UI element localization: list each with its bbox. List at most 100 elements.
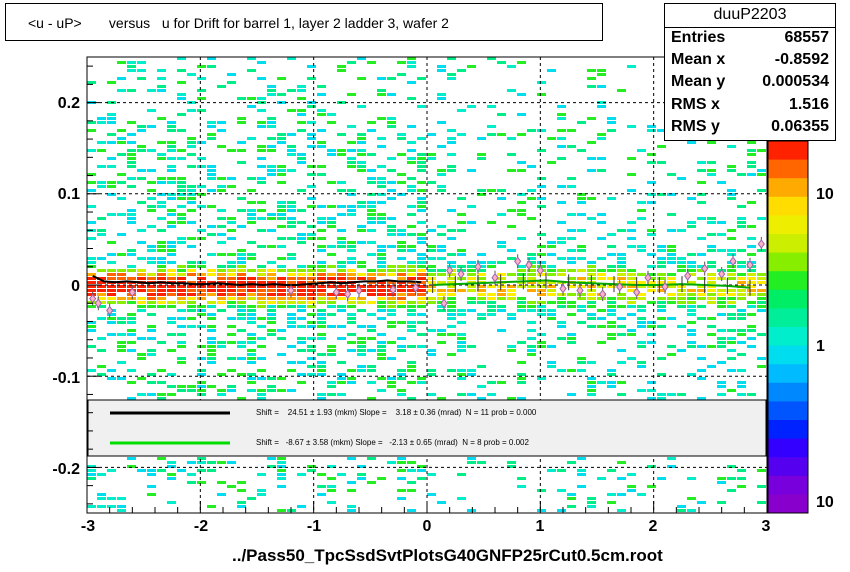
heat-cell bbox=[637, 325, 646, 328]
heat-cell bbox=[217, 145, 226, 148]
heat-cell bbox=[297, 301, 306, 304]
heat-cell bbox=[727, 169, 736, 172]
heat-cell bbox=[187, 301, 196, 304]
heat-cell bbox=[197, 373, 206, 376]
heat-cell bbox=[267, 285, 276, 288]
heat-cell bbox=[317, 317, 326, 320]
heat-cell bbox=[207, 65, 216, 68]
heat-cell bbox=[217, 85, 226, 88]
heat-cell bbox=[137, 229, 146, 232]
heat-cell bbox=[287, 281, 296, 284]
heat-cell bbox=[227, 369, 236, 372]
heat-cell bbox=[277, 169, 286, 172]
profile-marker bbox=[661, 281, 669, 292]
heat-cell bbox=[357, 201, 366, 204]
y-tick-label: -0.2 bbox=[52, 461, 80, 478]
heat-cell bbox=[127, 89, 136, 92]
heat-cell bbox=[297, 285, 306, 288]
heat-cell bbox=[607, 253, 616, 256]
heat-cell bbox=[497, 133, 506, 136]
heat-cell bbox=[147, 381, 156, 384]
heat-cell bbox=[697, 397, 706, 400]
heat-cell bbox=[137, 393, 146, 396]
heat-cell bbox=[197, 281, 206, 284]
heat-cell bbox=[537, 281, 546, 284]
x-tick-label: 0 bbox=[422, 518, 432, 535]
heat-cell bbox=[247, 389, 256, 392]
heat-cell bbox=[177, 113, 186, 116]
heat-cell bbox=[417, 465, 426, 468]
heat-cell bbox=[377, 249, 386, 252]
heat-cell bbox=[447, 229, 456, 232]
heat-cell bbox=[217, 277, 226, 280]
heat-cell bbox=[267, 333, 276, 336]
heat-cell bbox=[347, 489, 356, 492]
heat-cell bbox=[427, 229, 436, 232]
heat-cell bbox=[307, 321, 316, 324]
heat-cell bbox=[517, 273, 526, 276]
heat-cell bbox=[297, 337, 306, 340]
heat-cell bbox=[627, 357, 636, 360]
heat-cell bbox=[307, 205, 316, 208]
heat-cell bbox=[647, 265, 656, 268]
heat-cell bbox=[757, 333, 766, 336]
heat-cell bbox=[257, 245, 266, 248]
heat-cell bbox=[137, 125, 146, 128]
y-tick-label: 0 bbox=[71, 278, 80, 295]
heat-cell bbox=[537, 177, 546, 180]
heat-cell bbox=[667, 261, 676, 264]
heat-cell bbox=[517, 485, 526, 488]
heat-cell bbox=[607, 121, 616, 124]
heat-cell bbox=[707, 277, 716, 280]
heat-cell bbox=[157, 369, 166, 372]
heat-cell bbox=[617, 461, 626, 464]
profile-marker bbox=[746, 260, 754, 270]
heat-cell bbox=[267, 261, 276, 264]
heat-cell bbox=[147, 293, 156, 296]
heat-cell bbox=[597, 285, 606, 288]
heat-cell bbox=[127, 121, 136, 124]
heat-cell bbox=[307, 105, 316, 108]
heat-cell bbox=[177, 333, 186, 336]
heat-cell bbox=[147, 373, 156, 376]
heat-cell bbox=[727, 297, 736, 300]
heat-cell bbox=[317, 229, 326, 232]
heat-cell bbox=[567, 145, 576, 148]
heat-cell bbox=[537, 205, 546, 208]
heat-cell bbox=[437, 245, 446, 248]
heat-cell bbox=[617, 381, 626, 384]
heat-cell bbox=[97, 297, 106, 300]
heat-cell bbox=[317, 113, 326, 116]
heat-cell bbox=[227, 389, 236, 392]
heat-cell bbox=[447, 165, 456, 168]
heat-cell bbox=[377, 245, 386, 248]
heat-cell bbox=[317, 397, 326, 400]
heat-cell bbox=[367, 217, 376, 220]
heat-cell bbox=[697, 269, 706, 272]
heat-cell bbox=[617, 297, 626, 300]
heat-cell bbox=[157, 285, 166, 288]
heat-cell bbox=[317, 361, 326, 364]
heat-cell bbox=[417, 153, 426, 156]
profile-marker bbox=[599, 289, 607, 299]
color-scale-swatch bbox=[768, 420, 808, 440]
heat-cell bbox=[417, 377, 426, 380]
heat-cell bbox=[577, 277, 586, 280]
heat-cell bbox=[297, 153, 306, 156]
heat-cell bbox=[597, 269, 606, 272]
heat-cell bbox=[87, 289, 96, 292]
heat-cell bbox=[537, 93, 546, 96]
heat-cell bbox=[617, 333, 626, 336]
heat-cell bbox=[577, 297, 586, 300]
heat-cell bbox=[437, 293, 446, 296]
heat-cell bbox=[307, 313, 316, 316]
heat-cell bbox=[307, 281, 316, 284]
heat-cell bbox=[737, 249, 746, 252]
heat-cell bbox=[407, 205, 416, 208]
stats-name: duuP2203 bbox=[713, 6, 787, 23]
heat-cell bbox=[347, 125, 356, 128]
heat-cell bbox=[687, 301, 696, 304]
heat-cell bbox=[677, 505, 686, 508]
heat-cell bbox=[157, 241, 166, 244]
heat-cell bbox=[157, 201, 166, 204]
